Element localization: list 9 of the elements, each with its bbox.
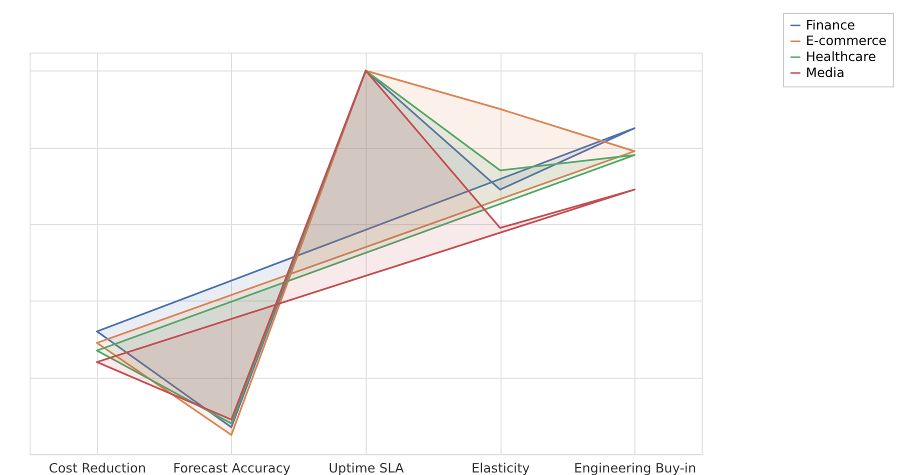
legend-label: Finance: [806, 18, 856, 34]
legend-label: Healthcare: [806, 50, 876, 66]
x-tick-label: Elasticity: [472, 461, 530, 475]
legend-label: E-commerce: [806, 34, 887, 50]
x-tick-label: Cost Reduction: [48, 461, 146, 475]
x-tick-label: Uptime SLA: [328, 461, 404, 475]
x-tick-label: Engineering Buy-in: [574, 461, 696, 475]
legend-label: Media: [806, 66, 844, 81]
x-tick-label: Forecast Accuracy: [173, 461, 291, 475]
